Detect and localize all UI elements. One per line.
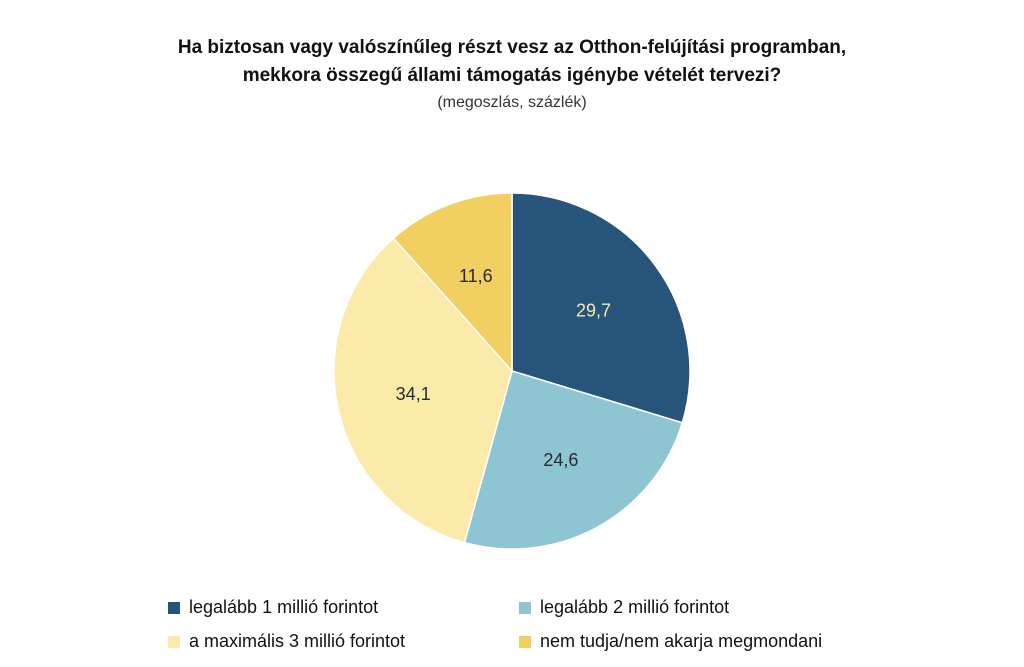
pie-value-label-3: 34,1 [396,384,431,404]
pie-value-label-2: 24,6 [543,450,578,470]
pie-value-label-1: 29,7 [576,301,611,321]
pie-value-label-4: 11,6 [459,266,493,286]
pie-slice-2 [463,370,684,550]
chart-title-block: Ha biztosan vagy valószínűleg részt vesz… [0,34,1024,114]
chart-title-line-2: mekkora összegű állami támogatás igénybe… [242,65,782,86]
pie-slice-1 [511,192,691,424]
chart-title-line-1: Ha biztosan vagy valószínűleg részt vesz… [177,37,847,58]
pie-slice-4 [392,192,513,373]
pie-slice-3 [333,237,513,544]
chart-subtitle: (megoszlás, százlék) [437,94,587,111]
